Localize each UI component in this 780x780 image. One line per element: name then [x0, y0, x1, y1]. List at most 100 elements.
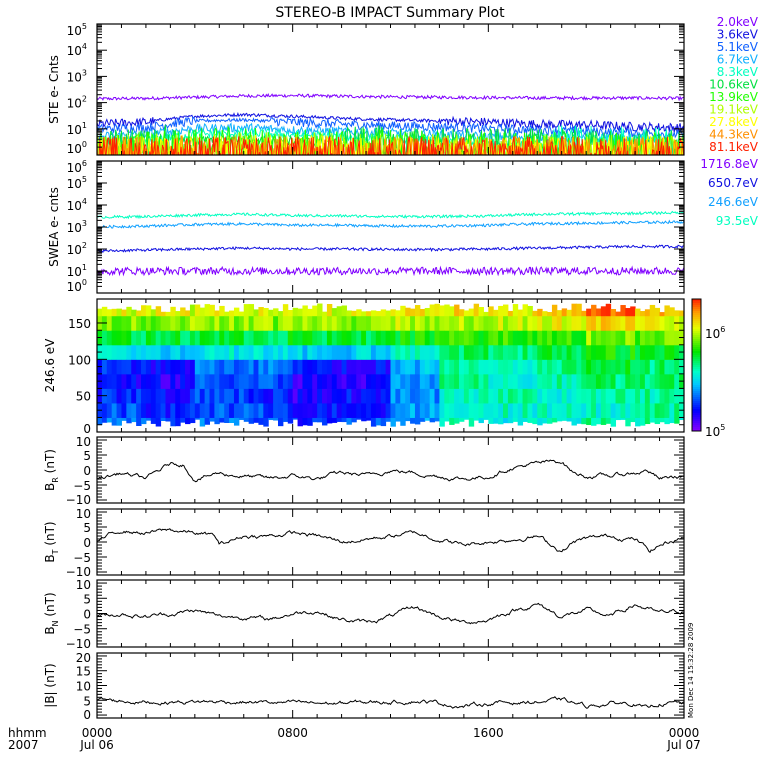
heatmap-cell	[458, 373, 465, 389]
series-line-650.7eV	[97, 244, 684, 254]
heatmap-cell	[649, 373, 656, 389]
heatmap-cell	[571, 402, 577, 418]
heatmap-cell	[522, 304, 528, 317]
heatmap-cell	[326, 402, 333, 418]
heatmap-cell	[185, 402, 191, 418]
heatmap-cell	[214, 402, 220, 418]
heatmap-cell	[400, 330, 406, 346]
y-tick-exponent: 4	[82, 42, 87, 51]
heatmap-cell	[287, 315, 294, 331]
heatmap-cell	[263, 359, 269, 375]
heatmap-cell	[635, 373, 641, 389]
heatmap-cell	[155, 402, 162, 418]
heatmap-cell	[395, 344, 401, 360]
heatmap-cell	[556, 417, 563, 422]
heatmap-cell	[297, 388, 303, 404]
heatmap-cell	[126, 315, 132, 331]
heatmap-cell	[277, 359, 284, 375]
heatmap-cell	[424, 330, 431, 346]
heatmap-cell	[307, 388, 313, 404]
heatmap-cell	[547, 359, 553, 375]
heatmap-cell	[390, 402, 396, 418]
heatmap-cell	[630, 373, 636, 389]
heatmap-cell	[199, 359, 206, 375]
heatmap-cell	[150, 402, 157, 418]
heatmap-cell	[664, 359, 670, 375]
heatmap-cell	[639, 417, 646, 426]
heatmap-cell	[366, 330, 372, 346]
heatmap-cell	[165, 315, 171, 331]
heatmap-cell	[488, 373, 494, 389]
heatmap-cell	[317, 315, 323, 331]
heatmap-cell	[268, 344, 274, 360]
heatmap-cell	[287, 388, 294, 404]
heatmap-cell	[160, 373, 166, 389]
heatmap-cell	[194, 304, 201, 317]
series-group	[97, 459, 684, 483]
colorbar-segment	[692, 305, 701, 308]
y-axis: 0 50 100 150	[68, 299, 685, 436]
heatmap-cell	[537, 388, 543, 404]
heatmap-cell	[473, 344, 480, 360]
heatmap-cell	[537, 359, 543, 375]
heatmap-cell	[116, 359, 122, 375]
heatmap-cell	[542, 315, 548, 331]
colorbar-segment	[692, 345, 701, 348]
heatmap-cell	[576, 330, 582, 346]
heatmap-cell	[273, 330, 279, 346]
heatmap-cell	[180, 359, 186, 375]
heatmap-cell	[586, 388, 592, 404]
heatmap-cell	[581, 310, 587, 317]
heatmap-cell	[400, 344, 406, 360]
heatmap-cell	[121, 388, 127, 404]
heatmap-cell	[493, 309, 499, 317]
heatmap-cell	[150, 330, 157, 346]
heatmap-cell	[610, 330, 617, 346]
heatmap-cell	[361, 373, 367, 389]
heatmap-cell	[503, 315, 509, 331]
heatmap-cell	[458, 359, 465, 375]
heatmap-cell	[410, 359, 416, 375]
colorbar-segment	[692, 359, 701, 362]
heatmap-cell	[219, 388, 225, 404]
heatmap-cell	[229, 344, 235, 360]
heatmap-cell	[644, 402, 651, 418]
heatmap-cell	[444, 373, 450, 389]
heatmap-cell	[136, 417, 142, 426]
heatmap-cell	[405, 388, 411, 404]
heatmap-cell	[654, 330, 661, 346]
series-line-93.5eV	[97, 210, 684, 220]
heatmap-cell	[214, 373, 220, 389]
heatmap-cell	[302, 359, 308, 375]
heatmap-cell	[126, 402, 132, 418]
heatmap-cell	[674, 373, 680, 389]
heatmap-cell	[219, 330, 225, 346]
heatmap-cell	[224, 388, 230, 404]
y-tick-label: 100	[68, 353, 91, 367]
heatmap-cell	[136, 315, 142, 331]
heatmap-cell	[341, 305, 347, 317]
heatmap-cell	[395, 330, 401, 346]
colorbar-segment	[692, 337, 701, 340]
heatmap-cell	[165, 330, 171, 346]
heatmap-cell	[131, 417, 137, 423]
heatmap-cell	[654, 402, 661, 418]
heatmap-cell	[414, 388, 421, 404]
panel-spectrogram: 105 106 0 50 100 150 246.6 eV	[43, 298, 725, 439]
heatmap-cell	[483, 315, 489, 331]
heatmap-cell	[370, 330, 377, 346]
heatmap-cell	[385, 402, 391, 418]
heatmap-cell	[322, 359, 328, 375]
heatmap-cell	[322, 330, 328, 346]
heatmap-cell	[136, 330, 142, 346]
y-tick-exponent: 5	[82, 175, 87, 184]
heatmap-cell	[238, 402, 245, 418]
heatmap-cell	[537, 344, 543, 360]
y-axis-label-unit: (nT)	[43, 521, 57, 549]
heatmap-cell	[542, 402, 548, 418]
heatmap-cell	[356, 359, 362, 375]
y-tick-label: 0	[83, 464, 91, 478]
heatmap-cell	[297, 359, 303, 375]
colorbar-tick-label: 105	[705, 423, 725, 439]
